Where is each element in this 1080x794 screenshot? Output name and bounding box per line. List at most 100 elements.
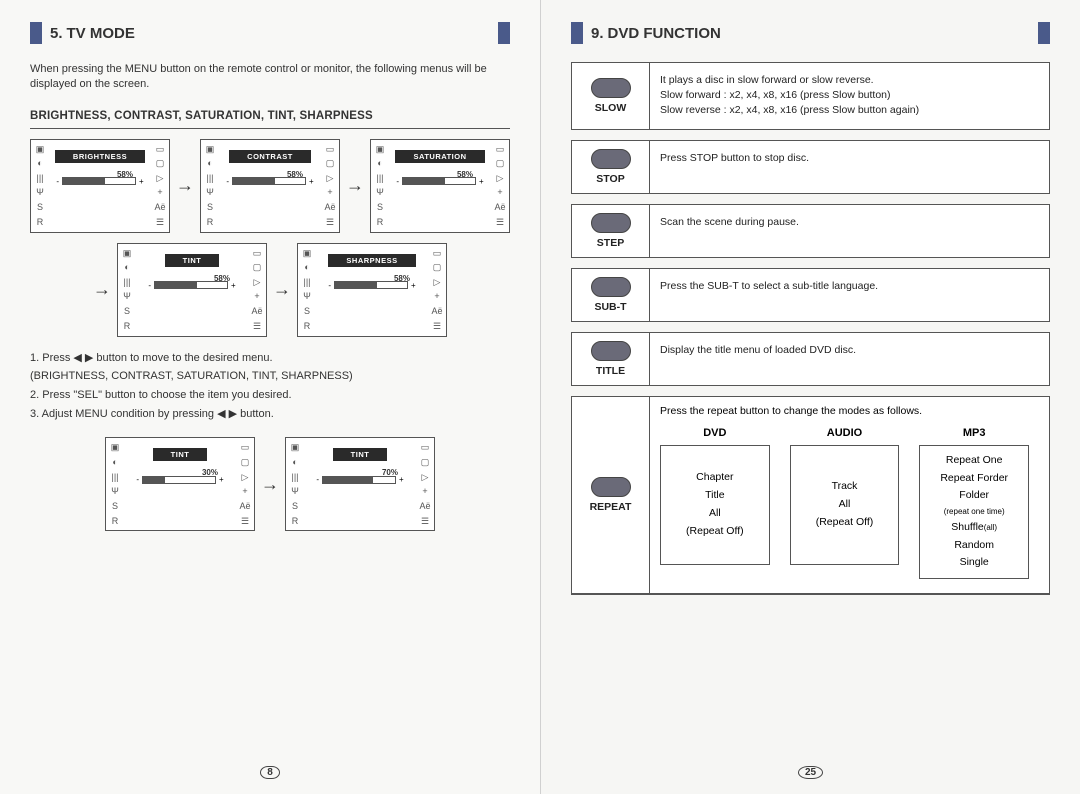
plus-icon: + [479,177,484,186]
osd-icon: S [207,203,213,212]
osd-icon: S [377,203,383,212]
osd-icon: ☰ [253,322,261,331]
osd-icon: ☰ [496,218,504,227]
osd-slider-row: -+ [304,475,416,484]
osd-slider [334,281,408,289]
osd-icon: ▢ [421,458,430,467]
function-button-cell: SLOW [572,63,650,129]
osd-right-icons: ▭▢▷+Aё☰ [428,244,446,336]
osd-icon: ▷ [254,278,261,287]
function-description: Press the repeat button to change the mo… [650,397,1049,594]
osd-icon: Aё [251,307,262,316]
arrow-icon: → [176,175,194,196]
osd-icon: Aё [239,502,250,511]
osd-icon: ||| [123,278,130,287]
osd-left-icons: ▣◐|||ΨSR [298,244,316,336]
osd-left-icons: ▣◐|||ΨSR [106,438,124,530]
osd-icon: ◐ [112,458,117,467]
osd-icon: ||| [206,174,213,183]
osd-icon: ▷ [327,174,334,183]
osd-icon: ▣ [111,443,120,452]
osd-icon: R [112,517,119,526]
osd-icon: ▢ [241,458,250,467]
osd-icon: ▷ [497,174,504,183]
osd-slider-row: -+ [124,475,236,484]
minus-icon: - [226,177,229,186]
osd-icon: ||| [291,473,298,482]
header-bar-icon [30,22,42,44]
function-name: REPEAT [590,501,632,513]
osd-icon: ▢ [496,159,505,168]
osd-icon: ▣ [376,145,385,154]
instruction-line: 2. Press "SEL" button to choose the item… [30,386,510,405]
repeat-columns: DVDChapterTitleAll(Repeat Off)AUDIOTrack… [660,423,1039,590]
osd-icon: Ψ [111,487,119,496]
osd-icon: + [242,487,247,496]
arrow-icon: → [93,279,111,300]
osd-icon: ◐ [304,263,309,272]
plus-icon: + [219,475,224,484]
minus-icon: - [396,177,399,186]
osd-row-1: ▣◐|||ΨSRBRIGHTNESS-+58%▭▢▷+Aё☰→▣◐|||ΨSRC… [30,139,510,233]
plus-icon: + [399,475,404,484]
function-list: SLOWIt plays a disc in slow forward or s… [571,62,1050,386]
osd-icon: ◐ [377,159,382,168]
osd-right-icons: ▭▢▷+Aё☰ [236,438,254,530]
section-header-left: 5. TV MODE [30,22,510,44]
page-number: 8 [260,766,280,779]
repeat-col-head: MP3 [919,427,1029,439]
function-button-cell: STOP [572,141,650,193]
osd-icon: R [124,322,131,331]
osd-icon: ◐ [292,458,297,467]
repeat-function-box: REPEAT Press the repeat button to change… [571,396,1050,596]
osd-icon: + [422,487,427,496]
osd-icon: ▷ [434,278,441,287]
osd-icon: Ψ [206,188,214,197]
function-description: Display the title menu of loaded DVD dis… [650,333,1049,385]
osd-icon: R [207,218,214,227]
osd-right-icons: ▭▢▷+Aё☰ [248,244,266,336]
osd-panel: ▣◐|||ΨSRTINT-+58%▭▢▷+Aё☰ [117,243,267,337]
repeat-col-head: DVD [660,427,770,439]
osd-icon: ▣ [291,443,300,452]
remote-button-icon [591,149,631,169]
osd-slider [62,177,136,185]
page-right: 9. DVD FUNCTION SLOWIt plays a disc in s… [540,0,1080,794]
osd-icon: ▭ [421,443,430,452]
osd-center: TINT-+30% [124,438,236,530]
osd-icon: R [377,218,384,227]
osd-icon: R [292,517,299,526]
function-description: Press the SUB-T to select a sub-title la… [650,269,1049,321]
osd-icon: S [292,502,298,511]
minus-icon: - [328,281,331,290]
subsection-title: BRIGHTNESS, CONTRAST, SATURATION, TINT, … [30,110,510,122]
osd-label: CONTRAST [229,150,311,163]
function-box: SLOWIt plays a disc in slow forward or s… [571,62,1050,130]
osd-panel: ▣◐|||ΨSRBRIGHTNESS-+58%▭▢▷+Aё☰ [30,139,170,233]
arrow-icon: → [261,474,279,495]
osd-icon: ||| [111,473,118,482]
osd-icon: + [497,188,502,197]
osd-right-icons: ▭▢▷+Aё☰ [416,438,434,530]
function-name: SUB-T [594,301,626,313]
section-number: 5. [50,25,63,42]
osd-icon: ▢ [156,159,165,168]
remote-button-icon [591,78,631,98]
plus-icon: + [309,177,314,186]
osd-panel: ▣◐|||ΨSRTINT-+30%▭▢▷+Aё☰ [105,437,255,531]
osd-label: TINT [333,448,388,461]
osd-left-icons: ▣◐|||ΨSR [201,140,219,232]
plus-icon: + [411,281,416,290]
osd-slider [232,177,306,185]
function-name: STEP [597,237,624,249]
osd-icon: + [327,188,332,197]
osd-icon: S [37,203,43,212]
instruction-line: 1. Press ◀ ▶ button to move to the desir… [30,349,510,368]
osd-icon: ||| [303,278,310,287]
osd-center: TINT-+70% [304,438,416,530]
osd-icon: S [124,307,130,316]
osd-icon: ▢ [326,159,335,168]
osd-slider-row: -+ [316,281,428,290]
osd-icon: + [157,188,162,197]
remote-button-icon [591,477,631,497]
